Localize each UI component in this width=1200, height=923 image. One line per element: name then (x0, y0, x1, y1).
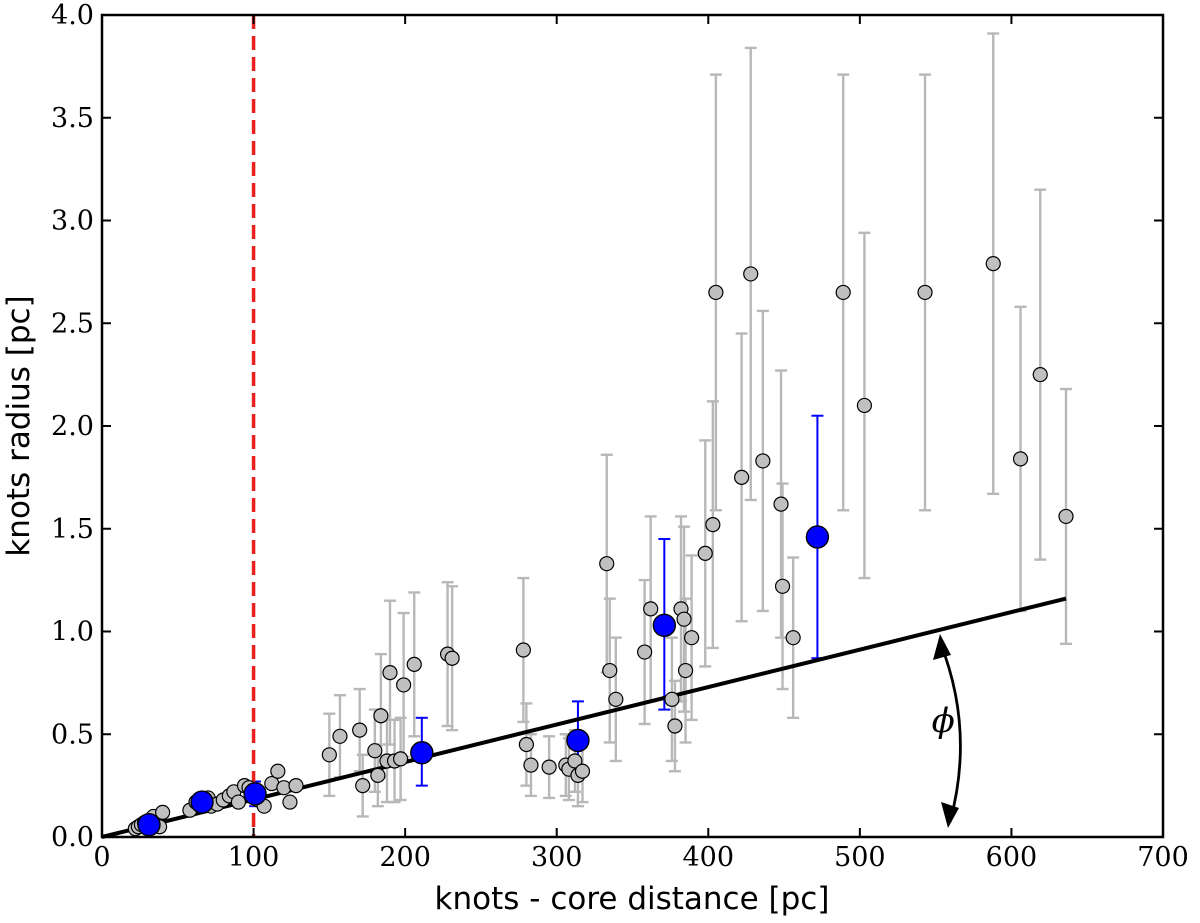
knot-point (355, 778, 371, 794)
knot-point (396, 677, 412, 693)
knot-point (541, 759, 557, 775)
knot-point (667, 718, 683, 734)
knot-point (734, 469, 750, 485)
binned-point (652, 613, 677, 638)
knot-point (1058, 508, 1074, 525)
knot-point (637, 644, 653, 660)
knot-point (518, 736, 535, 753)
knot-point (773, 496, 789, 512)
knot-point (406, 656, 422, 672)
knot-point (1012, 451, 1029, 467)
knot-point (643, 601, 659, 617)
knot-point (743, 266, 759, 282)
phi-arc-arrow (938, 641, 962, 823)
knot-point (835, 284, 851, 301)
knot-point (664, 691, 680, 707)
y-tick-label: 0.5 (51, 719, 94, 750)
knot-point (676, 611, 692, 627)
knot-point (608, 691, 624, 707)
y-tick-label: 1.5 (51, 514, 94, 545)
knot-point (270, 763, 286, 779)
knot-point (373, 708, 389, 724)
annotation-layer: ϕ (932, 634, 962, 828)
x-tick-label: 300 (531, 842, 583, 873)
knot-point (332, 728, 348, 744)
binned-point (190, 790, 214, 814)
knot-point (321, 747, 337, 763)
knot-point (282, 794, 298, 810)
knot-point (444, 650, 460, 666)
x-tick-label: 200 (379, 842, 431, 873)
knot-point (774, 578, 791, 594)
knot-point (367, 743, 383, 759)
knot-point (155, 804, 171, 820)
y-tick-label: 3.5 (51, 103, 94, 134)
phi-arrowhead-top (933, 634, 951, 660)
knot-point (917, 284, 933, 301)
x-tick-label: 100 (228, 842, 280, 873)
x-tick-label: 700 (1137, 842, 1189, 873)
knot-point (599, 556, 615, 572)
x-tick-label: 500 (834, 842, 886, 873)
y-tick-label: 0.0 (51, 822, 94, 853)
x-axis-label: knots - core distance [pc] (435, 881, 830, 917)
plot-frame (100, 13, 1165, 839)
knot-point (602, 662, 618, 679)
knot-point (352, 722, 368, 738)
knot-point (574, 763, 591, 779)
points-layer (127, 256, 1074, 837)
knot-point (523, 757, 539, 773)
knot-point (515, 642, 531, 658)
knot-point (392, 751, 409, 767)
binned-point (410, 741, 434, 765)
y-tick-label: 2.0 (51, 411, 94, 442)
x-tick-label: 0 (93, 842, 110, 873)
knot-point (785, 630, 801, 646)
knot-point (985, 256, 1001, 272)
binned-point (566, 728, 590, 753)
knot-point (370, 767, 386, 783)
knot-point (677, 662, 694, 679)
knot-point (684, 630, 700, 646)
y-tick-label: 3.0 (51, 206, 94, 237)
knot-point (288, 778, 304, 794)
x-tick-label: 400 (683, 842, 735, 873)
phi-annotation: ϕ (932, 701, 955, 741)
knot-point (856, 397, 873, 414)
y-axis-label: knots radius [pc] (1, 295, 37, 556)
y-tick-label: 2.5 (51, 308, 94, 339)
knot-point (1032, 367, 1048, 383)
phi-arrowhead-bottom (941, 802, 959, 828)
knot-point (567, 753, 583, 769)
lines-layer (101, 15, 1067, 839)
axis-ticks: 0 100 200 300 400 500 600 700 0.0 0.5 1.0 1.5 2.0 2.5… (51, 0, 1189, 873)
knot-point (755, 453, 771, 469)
binned-point (805, 525, 830, 549)
knot-point (382, 664, 398, 681)
y-tick-label: 1.0 (51, 617, 94, 648)
binned-point (137, 812, 161, 837)
knot-point (705, 517, 721, 533)
binned-point (243, 782, 267, 806)
y-tick-label: 4.0 (51, 0, 94, 31)
knot-point (708, 284, 724, 301)
x-tick-label: 600 (986, 842, 1038, 873)
knot-point (697, 545, 713, 562)
knot-point (230, 794, 247, 810)
